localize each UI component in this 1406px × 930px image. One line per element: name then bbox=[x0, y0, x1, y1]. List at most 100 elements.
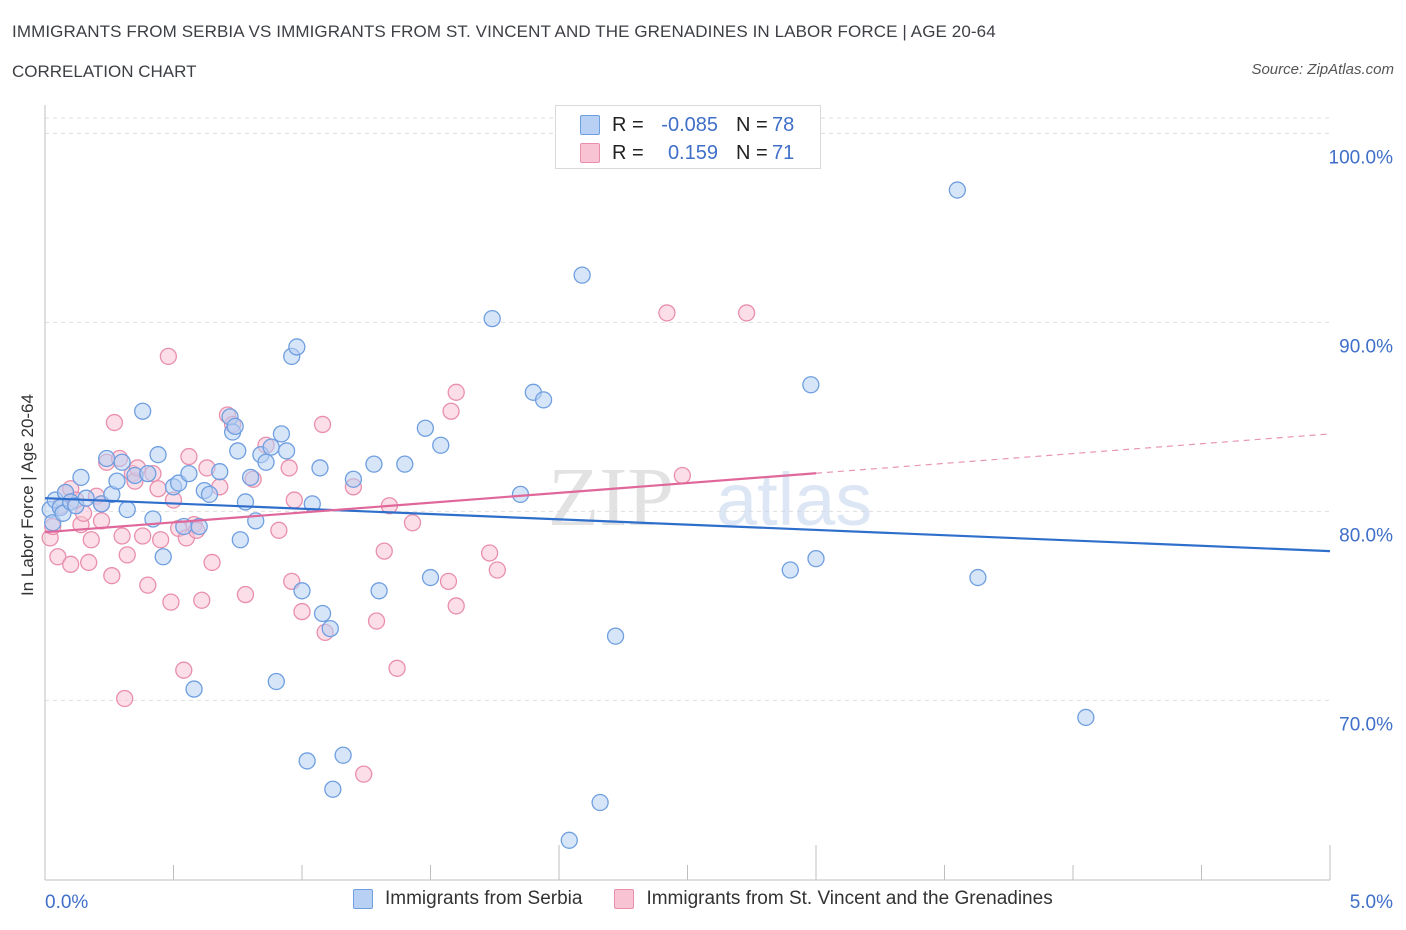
stvincent-point bbox=[280, 459, 298, 477]
serbia-point bbox=[211, 463, 229, 481]
series-serbia-points bbox=[41, 181, 1095, 849]
serbia-point bbox=[370, 582, 388, 600]
stvincent-point bbox=[673, 466, 692, 485]
chart-title: IMMIGRANTS FROM SERBIA VS IMMIGRANTS FRO… bbox=[12, 22, 996, 41]
trend-line-stvincent bbox=[44, 472, 817, 534]
serbia-point bbox=[277, 442, 296, 460]
stvincent-point bbox=[116, 689, 134, 708]
chart-subtitle: CORRELATION CHART bbox=[12, 62, 197, 81]
serbia-point bbox=[185, 680, 203, 698]
stvincent-point bbox=[49, 548, 67, 566]
serbia-point bbox=[334, 746, 352, 764]
stvincent-point bbox=[658, 304, 676, 322]
stvincent-point bbox=[293, 602, 311, 621]
stvincent-point bbox=[439, 572, 458, 590]
stvincent-point bbox=[162, 593, 180, 611]
stvincent-point bbox=[103, 567, 121, 585]
legend-row-stvincent: R = 0.159 N = 71 bbox=[580, 141, 794, 165]
serbia-point bbox=[267, 672, 285, 691]
legend-swatch-serbia bbox=[353, 889, 373, 909]
legend-r-value: -0.085 bbox=[661, 113, 718, 136]
watermark-zip: ZIP bbox=[548, 451, 674, 544]
legend-swatch-stvincent bbox=[614, 889, 635, 909]
stvincent-point bbox=[193, 591, 211, 609]
watermark: ZIP atlas bbox=[548, 451, 872, 544]
legend-item-stvincent[interactable]: Immigrants from St. Vincent and the Gren… bbox=[614, 888, 1053, 910]
stvincent-point bbox=[159, 347, 178, 366]
serbia-point bbox=[190, 517, 208, 536]
source-credit: Source: ZipAtlas.com bbox=[1251, 61, 1394, 78]
legend-r-value: 0.159 bbox=[667, 141, 718, 164]
serbia-point bbox=[591, 793, 609, 812]
stvincent-point bbox=[203, 553, 221, 572]
stvincent-point bbox=[175, 661, 193, 679]
stvincent-point bbox=[388, 659, 406, 677]
serbia-point bbox=[483, 309, 501, 328]
stvincent-point bbox=[270, 521, 288, 539]
serbia-point bbox=[154, 548, 172, 566]
serbia-point bbox=[534, 391, 553, 409]
serbia-point bbox=[432, 436, 450, 454]
legend-row-serbia: R = -0.085 N = 78 bbox=[580, 113, 794, 137]
stvincent-point bbox=[442, 402, 460, 420]
x-tick-label: 0.0% bbox=[45, 892, 88, 913]
serbia-point bbox=[149, 446, 167, 464]
serbia-point bbox=[344, 470, 363, 488]
legend-r-label: R = bbox=[612, 141, 644, 164]
legend-n-value: 71 bbox=[772, 141, 795, 164]
correlation-legend: R = -0.085 N = 78 R = 0.159 N = 71 bbox=[555, 105, 821, 169]
stvincent-point bbox=[447, 597, 465, 615]
stvincent-point bbox=[139, 576, 157, 594]
serbia-point bbox=[293, 582, 311, 600]
stvincent-point bbox=[134, 527, 152, 545]
tick-labels: 70.0% 80.0% 90.0% 100.0% 0.0% 5.0% bbox=[45, 147, 1393, 913]
y-tick-label: 80.0% bbox=[1339, 525, 1393, 546]
legend-item-serbia[interactable]: Immigrants from Serbia bbox=[353, 888, 582, 910]
serbia-point bbox=[298, 752, 316, 770]
serbia-point bbox=[77, 489, 95, 507]
y-tick-label: 90.0% bbox=[1339, 336, 1393, 357]
legend-n-label: N = bbox=[736, 113, 768, 136]
stvincent-point bbox=[149, 480, 167, 498]
serbia-point bbox=[324, 780, 342, 798]
serbia-point bbox=[98, 449, 116, 468]
legend-swatch-stvincent bbox=[580, 143, 600, 163]
serbia-point bbox=[139, 464, 157, 483]
serbia-point bbox=[262, 438, 280, 456]
serbia-point bbox=[241, 468, 260, 487]
legend-n-label: N = bbox=[736, 141, 768, 164]
serbia-point bbox=[231, 531, 249, 549]
y-tick-label: 100.0% bbox=[1329, 147, 1394, 168]
serbia-point bbox=[606, 627, 625, 645]
serbia-point bbox=[229, 442, 247, 460]
stvincent-point bbox=[180, 447, 198, 466]
trend-lines bbox=[44, 433, 1331, 553]
serbia-point bbox=[313, 604, 332, 623]
serbia-point bbox=[807, 550, 825, 568]
stvincent-point bbox=[62, 555, 80, 573]
stvincent-point bbox=[151, 531, 170, 549]
stvincent-point bbox=[82, 531, 100, 549]
stvincent-point bbox=[285, 491, 303, 509]
stvincent-point bbox=[488, 561, 506, 579]
legend-r-label: R = bbox=[612, 113, 644, 136]
series-legend: Immigrants from Serbia Immigrants from S… bbox=[353, 888, 1085, 910]
serbia-point bbox=[113, 453, 131, 471]
legend-n-value: 78 bbox=[772, 113, 795, 136]
stvincent-point bbox=[403, 514, 422, 532]
legend-swatch-serbia bbox=[580, 115, 600, 135]
y-tick-label: 70.0% bbox=[1339, 714, 1393, 735]
serbia-point bbox=[948, 181, 966, 199]
serbia-point bbox=[288, 338, 306, 356]
serbia-point bbox=[311, 459, 329, 477]
stvincent-point bbox=[105, 413, 124, 432]
stvincent-point bbox=[118, 546, 136, 564]
serbia-point bbox=[118, 500, 136, 519]
serbia-point bbox=[108, 472, 126, 490]
stvincent-point bbox=[480, 544, 499, 562]
serbia-point bbox=[134, 402, 152, 420]
stvincent-point bbox=[80, 553, 98, 572]
serbia-point bbox=[180, 464, 198, 483]
stvincent-point bbox=[355, 765, 373, 783]
